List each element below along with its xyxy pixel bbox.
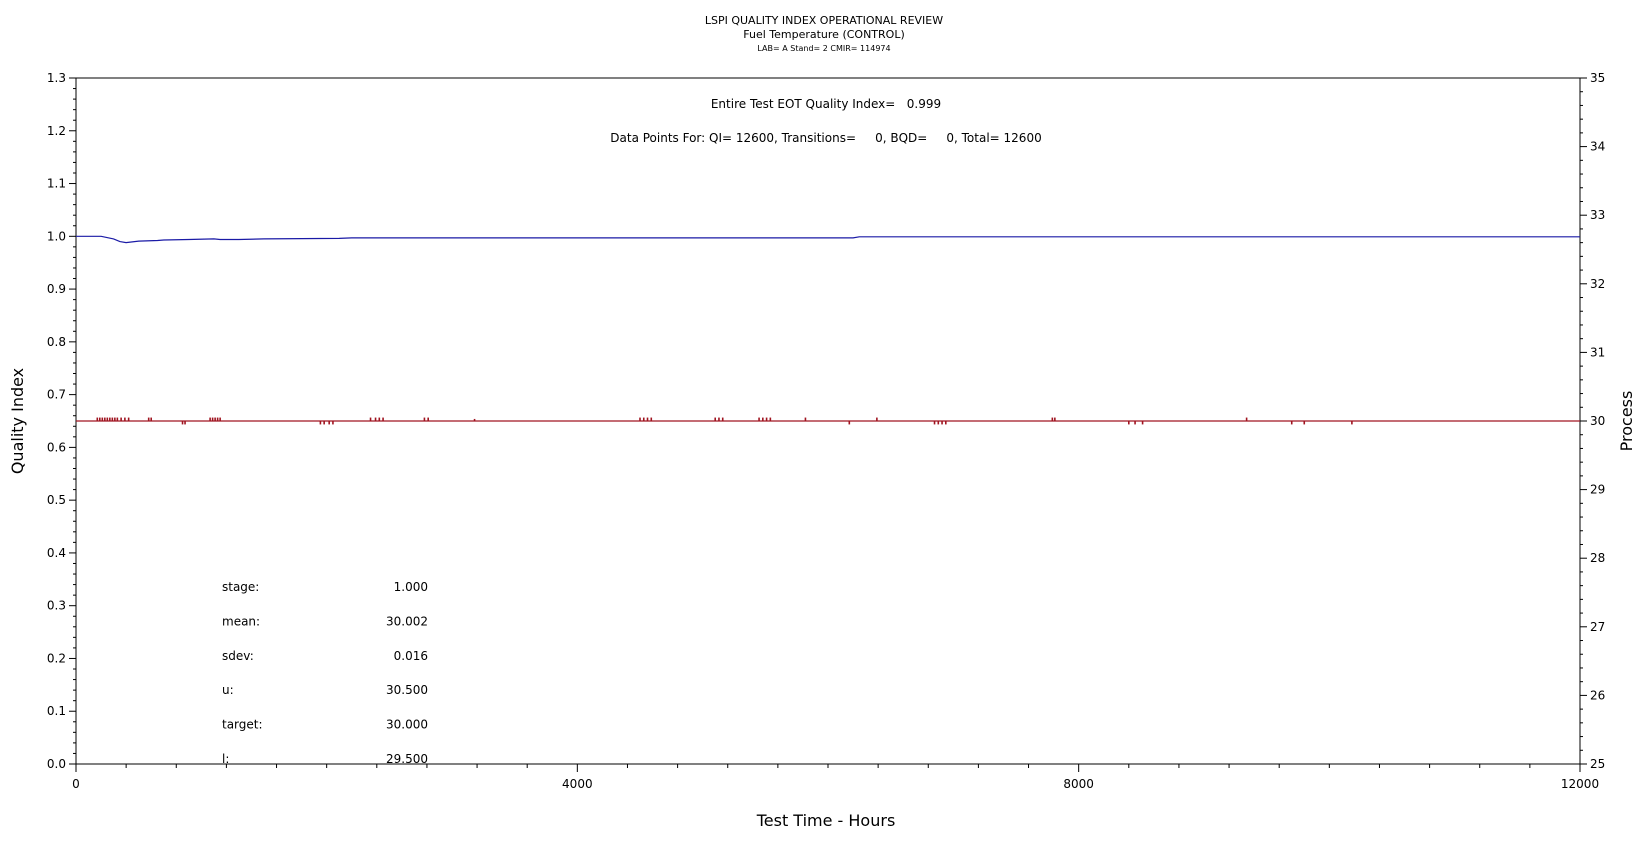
y2-tick-label: 30 bbox=[1590, 414, 1605, 428]
y2-tick-label: 26 bbox=[1590, 688, 1605, 702]
stat-value: 30.000 bbox=[386, 718, 428, 732]
y-tick-label: 1.3 bbox=[47, 71, 66, 85]
y2-tick-label: 28 bbox=[1590, 551, 1605, 565]
y2-tick-label: 33 bbox=[1590, 208, 1605, 222]
y-axis-title: Quality Index bbox=[8, 368, 27, 474]
y2-axis-title: Process bbox=[1617, 391, 1636, 452]
x-axis-title: Test Time - Hours bbox=[756, 811, 896, 830]
stat-label: sdev: bbox=[222, 649, 254, 663]
y2-tick-label: 31 bbox=[1590, 345, 1605, 359]
stat-label: l: bbox=[222, 752, 229, 766]
data-points-annotation: Data Points For: QI= 12600, Transitions=… bbox=[610, 131, 1041, 145]
stat-value: 0.016 bbox=[394, 649, 428, 663]
stat-value: 1.000 bbox=[394, 580, 428, 594]
y2-tick-label: 27 bbox=[1590, 620, 1605, 634]
y-tick-label: 0.4 bbox=[47, 546, 66, 560]
bottom-axis: 0 4000 8000 12000 bbox=[72, 763, 1599, 791]
y-tick-label: 0.1 bbox=[47, 704, 66, 718]
left-axis: 0.0 0.1 0.2 0.3 0.4 0.5 0.6 0.7 0.8 0.9 1.0 1.1 1.2 1… bbox=[47, 71, 76, 771]
y-tick-label: 0.6 bbox=[47, 440, 66, 454]
y2-tick-label: 35 bbox=[1590, 71, 1605, 85]
y-tick-label: 0.8 bbox=[47, 335, 66, 349]
x-tick-label: 8000 bbox=[1063, 777, 1094, 791]
y2-tick-label: 32 bbox=[1590, 277, 1605, 291]
stat-label: stage: bbox=[222, 580, 259, 594]
stat-label: mean: bbox=[222, 614, 260, 628]
stats-block: stage: 1.000 mean: 30.002 sdev: 0.016 u: 30.500… bbox=[222, 580, 428, 766]
y-tick-label: 1.0 bbox=[47, 229, 66, 243]
stat-label: u: bbox=[222, 683, 234, 697]
chart-subtitle: Fuel Temperature (CONTROL) bbox=[743, 28, 905, 41]
y-tick-label: 0.0 bbox=[47, 757, 66, 771]
quality-index-annotation: Entire Test EOT Quality Index= 0.999 bbox=[711, 97, 941, 111]
y-tick-label: 1.1 bbox=[47, 177, 66, 191]
stat-label: target: bbox=[222, 718, 263, 732]
chart-title: LSPI QUALITY INDEX OPERATIONAL REVIEW bbox=[705, 14, 943, 27]
y-tick-label: 0.7 bbox=[47, 388, 66, 402]
y2-tick-label: 25 bbox=[1590, 757, 1605, 771]
quality-index-line bbox=[76, 235, 1580, 244]
stat-value: 29.500 bbox=[386, 752, 428, 766]
chart-subtitle-small: LAB= A Stand= 2 CMIR= 114974 bbox=[757, 44, 890, 53]
y2-tick-label: 34 bbox=[1590, 140, 1605, 154]
y-tick-label: 0.5 bbox=[47, 493, 66, 507]
y-tick-label: 0.9 bbox=[47, 282, 66, 296]
right-axis: 25 26 27 28 29 30 31 32 33 34 35 bbox=[1580, 71, 1605, 771]
stat-value: 30.500 bbox=[386, 683, 428, 697]
x-tick-label: 0 bbox=[72, 777, 80, 791]
y-tick-label: 0.2 bbox=[47, 651, 66, 665]
x-tick-label: 12000 bbox=[1561, 777, 1599, 791]
x-tick-label: 4000 bbox=[562, 777, 593, 791]
y2-tick-label: 29 bbox=[1590, 483, 1605, 497]
stat-value: 30.002 bbox=[386, 614, 428, 628]
y-tick-label: 0.3 bbox=[47, 599, 66, 613]
series-layer bbox=[76, 235, 1580, 425]
y-tick-label: 1.2 bbox=[47, 124, 66, 138]
